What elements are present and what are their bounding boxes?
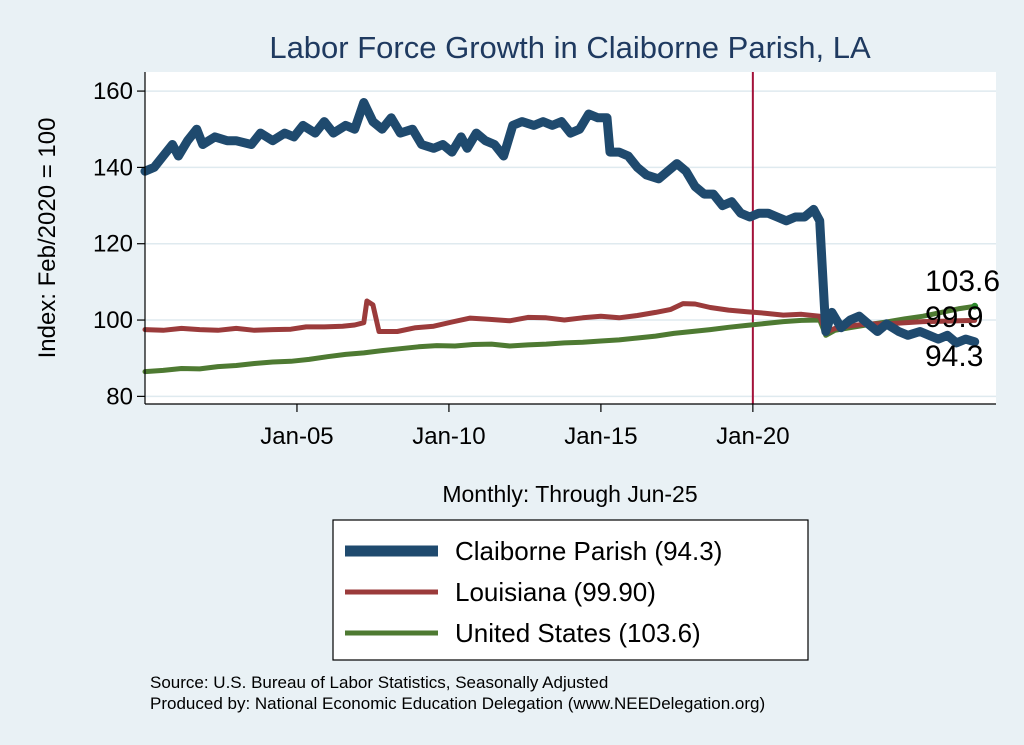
y-tick-label: 100 — [93, 307, 133, 334]
legend-label-louisiana: Louisiana (99.90) — [455, 577, 656, 607]
x-axis-ticks: Jan-05 Jan-10 Jan-15 Jan-20 — [260, 404, 790, 450]
produced-by-note: Produced by: National Economic Education… — [150, 694, 765, 713]
end-point-united-states — [971, 302, 979, 310]
source-note: Source: U.S. Bureau of Labor Statistics,… — [150, 673, 608, 692]
series-layer — [140, 98, 980, 375]
y-axis-title: Index: Feb/2020 = 100 — [34, 118, 61, 359]
y-tick-label: 160 — [93, 78, 133, 105]
x-tick-label: Jan-15 — [564, 423, 637, 450]
plot-area — [145, 72, 996, 404]
y-tick-label: 140 — [93, 154, 133, 181]
legend: Claiborne Parish (94.3) Louisiana (99.90… — [332, 519, 809, 661]
x-tick-label: Jan-05 — [260, 423, 333, 450]
y-axis-ticks: 80 100 120 140 160 — [93, 78, 145, 410]
legend-label-united-states: United States (103.6) — [455, 618, 701, 648]
end-label-united-states: 103.6 — [925, 265, 1000, 298]
y-tick-label: 80 — [106, 383, 133, 410]
end-label-claiborne: 94.3 — [925, 340, 983, 373]
chart-title: Labor Force Growth in Claiborne Parish, … — [269, 30, 871, 65]
series-line-claiborne-parish — [140, 98, 980, 348]
y-tick-label: 120 — [93, 231, 133, 258]
legend-label-claiborne: Claiborne Parish (94.3) — [455, 536, 722, 566]
x-axis-title: Monthly: Through Jun-25 — [442, 481, 697, 507]
x-tick-label: Jan-20 — [716, 423, 789, 450]
end-label-louisiana: 99.9 — [925, 301, 983, 334]
x-tick-label: Jan-10 — [412, 423, 485, 450]
